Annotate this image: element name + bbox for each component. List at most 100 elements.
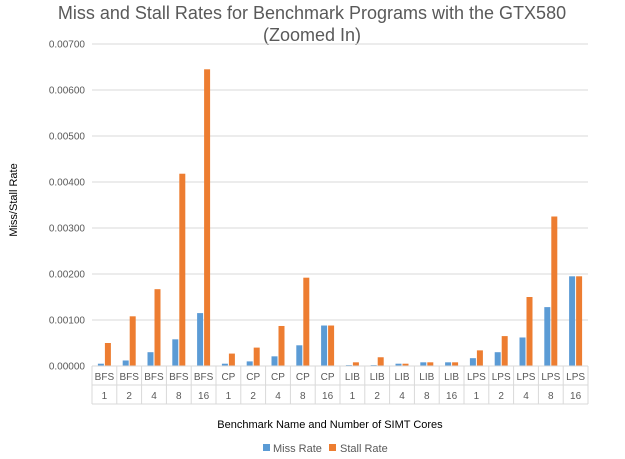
bar-stall-rate	[427, 362, 434, 366]
bar-stall-rate	[328, 325, 335, 366]
x-category-cores: 2	[498, 391, 504, 402]
x-category-cores: 1	[226, 391, 232, 402]
x-category-cores: 16	[446, 391, 458, 402]
x-category-name: LPS	[566, 372, 585, 383]
bar-stall-rate	[154, 289, 161, 366]
y-tick-label: 0.00100	[49, 316, 86, 327]
bar-stall-rate	[104, 343, 111, 366]
bar-stall-rate	[476, 350, 483, 366]
x-category-cores: 8	[548, 391, 554, 402]
legend-label-miss-rate: Miss Rate	[273, 443, 322, 455]
x-category-name: LPS	[541, 372, 560, 383]
y-tick-label: 0.00400	[49, 178, 86, 189]
bars	[97, 69, 583, 367]
legend-swatch-miss-rate	[263, 444, 270, 451]
x-category-cores: 16	[570, 391, 582, 402]
x-category-cores: 16	[322, 391, 334, 402]
x-category-name: LIB	[444, 372, 459, 383]
bar-stall-rate	[129, 316, 136, 366]
x-category-cores: 1	[350, 391, 356, 402]
y-tick-label: 0.00000	[49, 362, 86, 373]
x-axis-label: Benchmark Name and Number of SIMT Cores	[217, 419, 443, 431]
y-tick-label: 0.00700	[49, 40, 86, 51]
x-category-cores: 4	[523, 391, 529, 402]
bar-miss-rate	[494, 352, 501, 366]
x-category-name: BFS	[144, 372, 164, 383]
y-tick-label: 0.00500	[49, 132, 86, 143]
x-category-cores: 8	[176, 391, 182, 402]
bar-miss-rate	[122, 360, 129, 366]
bar-stall-rate	[576, 276, 583, 366]
x-category-name: CP	[321, 372, 335, 383]
x-category-cores: 8	[300, 391, 306, 402]
bar-stall-rate	[228, 353, 235, 366]
chart-title-line1: Miss and Stall Rates for Benchmark Progr…	[58, 3, 566, 23]
x-category-name: LPS	[467, 372, 486, 383]
bar-miss-rate	[469, 358, 476, 366]
bar-stall-rate	[179, 173, 186, 366]
x-axis-category-table: BFS 1 BFS 2 BFS 4 BFS 8 BFS 16 CP 1 CP 2 CP 4 CP 8 CP 16 LIB…	[91, 365, 589, 405]
bar-miss-rate	[321, 325, 328, 366]
bar-miss-rate	[246, 361, 253, 366]
bar-miss-rate	[147, 352, 154, 366]
x-category-cores: 2	[250, 391, 256, 402]
x-category-name: LIB	[394, 372, 409, 383]
y-axis-label: Miss/Stall Rate	[8, 163, 20, 236]
legend: Miss Rate Stall Rate	[263, 443, 388, 455]
x-category-name: LIB	[345, 372, 360, 383]
bar-miss-rate	[445, 362, 452, 366]
bar-stall-rate	[377, 357, 384, 366]
bar-stall-rate	[526, 297, 533, 366]
bar-stall-rate	[253, 347, 260, 366]
bar-miss-rate	[395, 363, 402, 366]
x-category-name: BFS	[95, 372, 115, 383]
x-category-cores: 1	[102, 391, 108, 402]
bar-miss-rate	[221, 363, 228, 366]
legend-label-stall-rate: Stall Rate	[340, 443, 388, 455]
bar-miss-rate	[97, 363, 104, 366]
legend-swatch-stall-rate	[329, 444, 336, 451]
x-category-cores: 4	[399, 391, 405, 402]
x-category-cores: 4	[275, 391, 281, 402]
bar-miss-rate	[544, 307, 551, 366]
x-category-cores: 4	[151, 391, 157, 402]
x-category-name: LIB	[419, 372, 434, 383]
bar-stall-rate	[303, 277, 310, 366]
bar-miss-rate	[172, 339, 179, 366]
y-tick-label: 0.00600	[49, 86, 86, 97]
x-category-cores: 1	[474, 391, 480, 402]
gridlines	[92, 43, 588, 367]
bar-stall-rate	[204, 69, 211, 367]
y-tick-label: 0.00300	[49, 224, 86, 235]
x-category-name: LPS	[517, 372, 536, 383]
bar-stall-rate	[551, 216, 558, 366]
y-axis-ticks: 0.00000 0.00100 0.00200 0.00300 0.00400 0.005…	[49, 40, 86, 373]
x-category-cores: 2	[126, 391, 132, 402]
bar-miss-rate	[519, 337, 526, 366]
x-category-name: CP	[246, 372, 260, 383]
bar-miss-rate	[296, 345, 303, 366]
bar-miss-rate	[420, 362, 427, 366]
x-category-name: CP	[221, 372, 235, 383]
x-category-name: LIB	[370, 372, 385, 383]
x-category-cores: 16	[198, 391, 210, 402]
x-category-name: BFS	[119, 372, 139, 383]
x-category-name: LPS	[492, 372, 511, 383]
bar-stall-rate	[402, 363, 409, 366]
bar-miss-rate	[197, 313, 204, 366]
bar-stall-rate	[352, 362, 359, 366]
y-tick-label: 0.00200	[49, 270, 86, 281]
bar-stall-rate	[452, 362, 459, 366]
bar-miss-rate	[271, 356, 278, 366]
x-category-cores: 8	[424, 391, 430, 402]
bar-miss-rate	[569, 276, 576, 366]
bar-stall-rate	[501, 336, 508, 366]
x-category-name: BFS	[169, 372, 189, 383]
x-category-name: BFS	[194, 372, 214, 383]
x-category-cores: 2	[374, 391, 380, 402]
bar-stall-rate	[278, 325, 285, 366]
x-category-name: CP	[271, 372, 285, 383]
x-category-name: CP	[296, 372, 310, 383]
chart-title-line2: (Zoomed In)	[263, 25, 361, 45]
